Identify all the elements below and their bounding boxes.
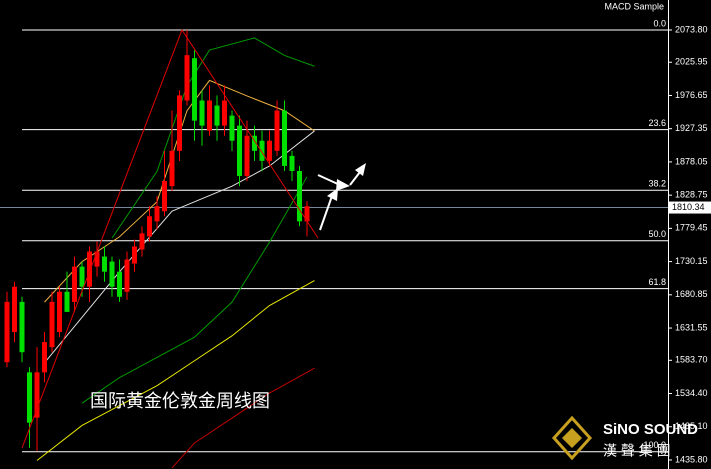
chart-title: 国际黄金伦敦金周线图 — [90, 391, 270, 411]
ma-line — [81, 176, 308, 404]
candle-body — [162, 181, 167, 212]
candle-body — [304, 206, 310, 222]
candle-body — [27, 372, 32, 423]
candle-body — [259, 140, 265, 161]
candle-body — [64, 291, 70, 312]
y-tick-label: 2073.80 — [675, 24, 708, 34]
ma-line — [44, 130, 315, 364]
y-tick-label: 1583.70 — [675, 355, 708, 365]
level-label: 0.0 — [653, 18, 666, 28]
candle-body — [87, 251, 92, 287]
candle-body — [117, 271, 122, 297]
current-price-box — [669, 201, 711, 214]
arrows — [317, 163, 366, 231]
current-price-label: 1810.34 — [672, 202, 705, 212]
y-tick-label: 1927.35 — [675, 123, 708, 133]
candle-body — [199, 100, 205, 126]
candle-body — [19, 301, 25, 353]
candle-body — [132, 246, 137, 264]
ma-line — [111, 37, 315, 239]
candle-body — [154, 206, 160, 222]
logo — [551, 415, 593, 461]
y-tick-label: 2025.95 — [675, 57, 708, 67]
candle-body — [274, 110, 280, 151]
watermark: SiNO SOUND 漢 聲 集 團 — [551, 415, 698, 461]
candle-body — [4, 301, 10, 363]
group-name: 漢 聲 集 團 — [603, 443, 671, 459]
y-tick-label: 1485.10 — [675, 421, 708, 431]
candle-body — [177, 95, 182, 151]
candle-body — [102, 256, 107, 272]
y-tick-label: 1631.55 — [675, 322, 708, 332]
y-tick-label: 1878.05 — [675, 156, 708, 166]
candle-body — [289, 155, 295, 171]
candle-body — [12, 286, 17, 333]
candle-body — [214, 105, 220, 126]
y-tick-label: 1730.15 — [675, 256, 708, 266]
candle-body — [169, 150, 175, 187]
brand: SiNO SOUND — [603, 421, 698, 438]
candle-body — [229, 115, 235, 141]
candle-body — [184, 55, 190, 101]
candle-body — [49, 301, 55, 348]
y-tick-label: 1534.40 — [675, 388, 708, 398]
level-label: 23.6 — [648, 118, 666, 128]
y-tick-label: 1828.75 — [675, 190, 708, 200]
candle-body — [124, 259, 130, 292]
candle-body — [42, 342, 47, 373]
candle-body — [282, 110, 287, 166]
level-label: 50.0 — [648, 229, 666, 239]
y-tick-label: 1680.85 — [675, 289, 708, 299]
candle-body — [237, 125, 242, 176]
candle-body — [297, 170, 302, 222]
ma-line — [36, 280, 315, 461]
ma-line — [171, 367, 315, 469]
y-tick-label: 1779.45 — [675, 223, 708, 233]
candle-body — [222, 100, 227, 126]
candle-body — [267, 140, 272, 161]
candle-body — [244, 135, 250, 176]
candle-body — [34, 372, 40, 418]
candle-body — [207, 100, 212, 131]
level-label: 61.8 — [648, 277, 666, 287]
y-tick-label: 1435.80 — [675, 454, 708, 464]
candle-body — [57, 291, 62, 333]
candle-body — [147, 216, 152, 237]
zigzag — [21, 28, 319, 449]
candle-body — [252, 135, 257, 151]
plot: 2073.80 2025.95 1976.65 1927.35 1878.05 1828.… — [0, 18, 708, 469]
indicator-label: MACD Sample — [604, 1, 664, 11]
candle-body — [72, 266, 77, 302]
logo — [562, 428, 582, 448]
level-label: 38.2 — [648, 179, 666, 189]
candle-body — [79, 266, 85, 287]
level-label: 100.0 — [643, 440, 666, 450]
candle-body — [192, 58, 197, 121]
candle-body — [139, 233, 145, 250]
candle-body — [109, 261, 115, 287]
candle-body — [94, 251, 100, 267]
y-tick-label: 1976.65 — [675, 90, 708, 100]
